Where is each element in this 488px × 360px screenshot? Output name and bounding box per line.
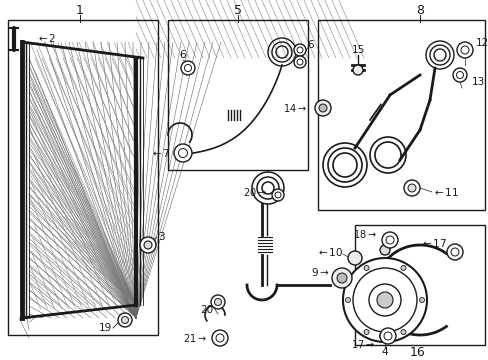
Text: 20$\rightarrow$: 20$\rightarrow$ — [243, 186, 266, 198]
Text: 9$\rightarrow$: 9$\rightarrow$ — [310, 266, 329, 278]
Circle shape — [210, 295, 224, 309]
Circle shape — [318, 104, 326, 112]
Circle shape — [368, 284, 400, 316]
Bar — [8, 20, 158, 335]
Circle shape — [296, 47, 303, 53]
Circle shape — [400, 329, 405, 334]
Text: 4: 4 — [381, 347, 387, 357]
Text: 5: 5 — [234, 4, 242, 17]
Circle shape — [452, 68, 466, 82]
Circle shape — [383, 332, 391, 340]
Circle shape — [363, 329, 368, 334]
Circle shape — [456, 42, 472, 58]
Text: 6: 6 — [306, 40, 313, 50]
Text: $\leftarrow$11: $\leftarrow$11 — [431, 186, 458, 198]
Text: 1: 1 — [76, 4, 84, 17]
Circle shape — [184, 64, 191, 72]
Text: 18$\rightarrow$: 18$\rightarrow$ — [352, 228, 376, 240]
Circle shape — [450, 248, 458, 256]
Circle shape — [331, 268, 351, 288]
Text: 6: 6 — [179, 50, 186, 60]
Circle shape — [293, 44, 305, 56]
Circle shape — [274, 192, 281, 198]
Text: 20: 20 — [200, 305, 213, 315]
Circle shape — [293, 56, 305, 68]
Circle shape — [381, 232, 397, 248]
Circle shape — [342, 258, 426, 342]
Text: 13: 13 — [471, 77, 484, 87]
Circle shape — [446, 244, 462, 260]
Text: 19: 19 — [99, 323, 112, 333]
Text: $\leftarrow$17: $\leftarrow$17 — [419, 237, 446, 249]
Circle shape — [347, 251, 361, 265]
Circle shape — [216, 334, 224, 342]
Circle shape — [456, 72, 463, 78]
Circle shape — [296, 59, 303, 65]
Circle shape — [121, 316, 128, 324]
Circle shape — [379, 328, 395, 344]
Text: 3: 3 — [158, 232, 164, 242]
Circle shape — [352, 65, 362, 75]
Circle shape — [407, 184, 415, 192]
Text: 14$\rightarrow$: 14$\rightarrow$ — [283, 102, 306, 114]
Circle shape — [352, 268, 416, 332]
Circle shape — [118, 313, 132, 327]
Circle shape — [403, 180, 419, 196]
Bar — [354, 225, 484, 345]
Circle shape — [140, 237, 156, 253]
Text: 8: 8 — [415, 4, 423, 17]
Circle shape — [376, 292, 392, 308]
Circle shape — [460, 46, 468, 54]
Circle shape — [400, 265, 405, 270]
Bar — [317, 20, 484, 210]
Circle shape — [174, 144, 192, 162]
Circle shape — [419, 297, 424, 302]
Circle shape — [214, 298, 221, 306]
Circle shape — [271, 189, 284, 201]
Text: 16: 16 — [409, 346, 425, 360]
Circle shape — [314, 100, 330, 116]
Circle shape — [178, 148, 187, 158]
Circle shape — [379, 331, 389, 341]
Text: 17$\rightarrow$: 17$\rightarrow$ — [350, 338, 374, 350]
Bar — [168, 20, 307, 170]
Circle shape — [181, 61, 195, 75]
Circle shape — [143, 241, 152, 249]
Circle shape — [363, 265, 368, 270]
Circle shape — [212, 330, 227, 346]
Text: 12: 12 — [475, 38, 488, 48]
Circle shape — [379, 245, 389, 255]
Circle shape — [345, 297, 350, 302]
Text: 21$\rightarrow$: 21$\rightarrow$ — [183, 332, 206, 344]
Text: 15: 15 — [351, 45, 364, 55]
Text: $\leftarrow$10: $\leftarrow$10 — [315, 246, 342, 258]
Text: $\leftarrow$2: $\leftarrow$2 — [36, 32, 56, 44]
Circle shape — [336, 273, 346, 283]
Text: $\leftarrow$7: $\leftarrow$7 — [149, 147, 170, 159]
Circle shape — [385, 236, 393, 244]
